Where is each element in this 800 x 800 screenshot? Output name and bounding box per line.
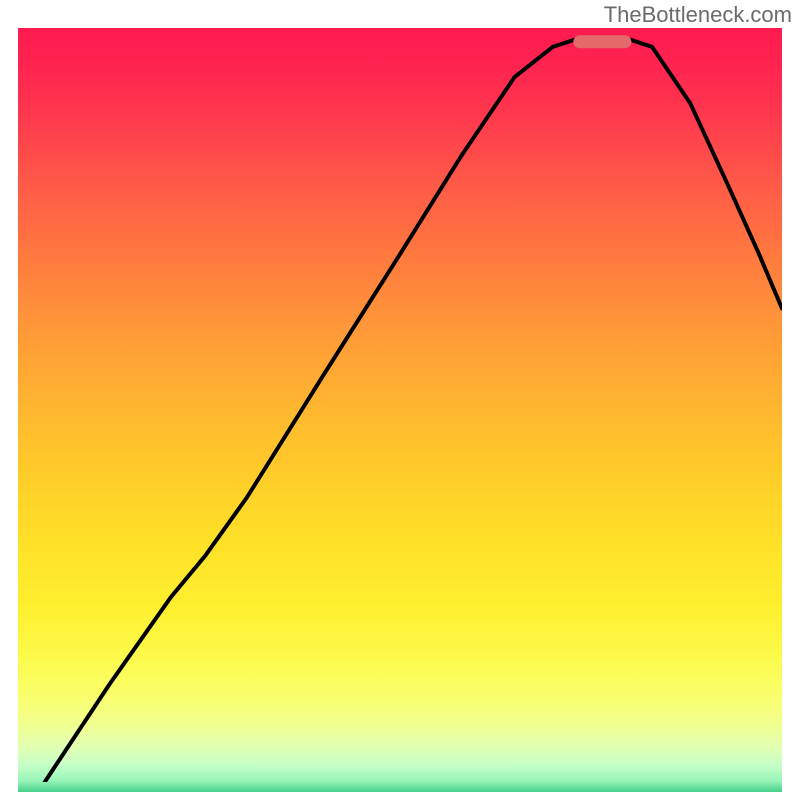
watermark-text: TheBottleneck.com [604,2,792,28]
curve-line [18,28,782,782]
optimal-marker [574,35,631,49]
chart-container: TheBottleneck.com [0,0,800,800]
plot-area [18,28,782,782]
